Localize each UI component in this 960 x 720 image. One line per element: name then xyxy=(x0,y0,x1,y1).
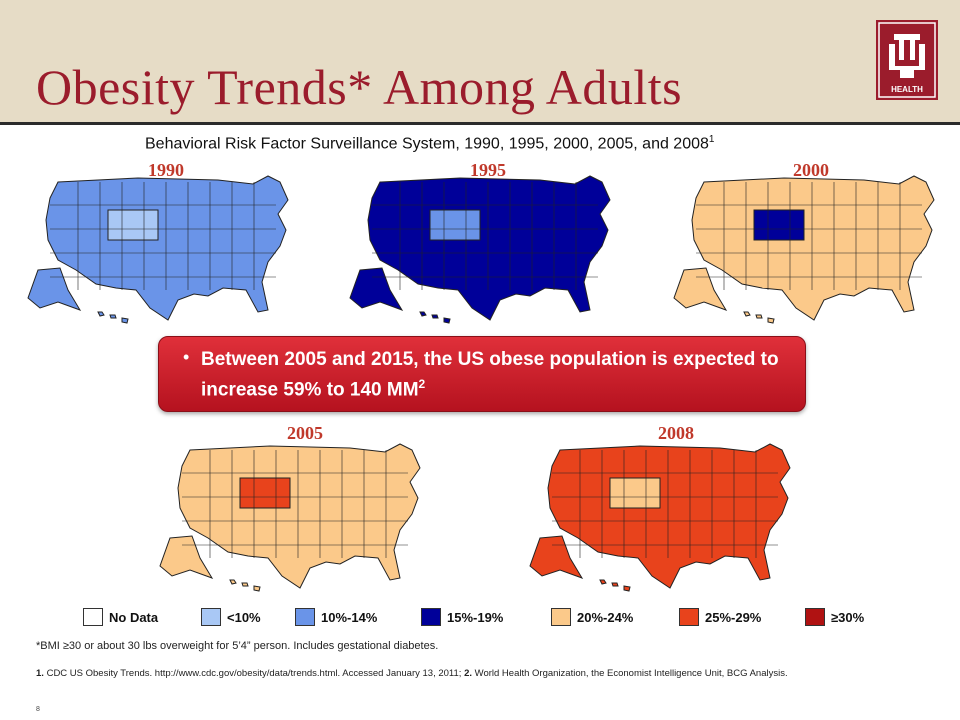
alaska-shape xyxy=(349,267,404,311)
us-map-2000 xyxy=(673,175,935,324)
year-label-1995: 1995 xyxy=(470,160,506,180)
us-map-2005 xyxy=(159,443,421,592)
region-highlight xyxy=(753,209,805,241)
legend-item-10-14: 10%-14% xyxy=(295,606,377,628)
contiguous-us-shape xyxy=(45,175,289,321)
year-label-1990: 1990 xyxy=(148,160,184,180)
callout-text: Between 2005 and 2015, the US obese popu… xyxy=(201,349,779,401)
legend: No Data <10% 10%-14% 15%-19% 20%-24% 25%… xyxy=(83,606,883,628)
us-map-1990 xyxy=(27,175,289,324)
region-highlight xyxy=(609,477,661,509)
legend-item-no-data: No Data xyxy=(83,606,158,628)
region-highlight xyxy=(429,209,481,241)
svg-text:HEALTH: HEALTH xyxy=(891,85,923,94)
year-label-2005: 2005 xyxy=(287,423,323,443)
contiguous-us-shape xyxy=(691,175,935,321)
legend-item-20-24: 20%-24% xyxy=(551,606,633,628)
region-highlight xyxy=(107,209,159,241)
alaska-shape xyxy=(27,267,82,311)
bullet-icon: • xyxy=(183,347,190,367)
hawaii-shape xyxy=(97,311,129,324)
contiguous-us-shape xyxy=(547,443,791,589)
subtitle: Behavioral Risk Factor Surveillance Syst… xyxy=(145,134,715,153)
us-map-2008 xyxy=(529,443,791,592)
year-label-2008: 2008 xyxy=(658,423,694,443)
legend-swatch xyxy=(295,608,315,626)
contiguous-us-shape xyxy=(367,175,611,321)
legend-swatch xyxy=(551,608,571,626)
legend-swatch xyxy=(805,608,825,626)
region-highlight xyxy=(239,477,291,509)
legend-item-15-19: 15%-19% xyxy=(421,606,503,628)
callout-box: • Between 2005 and 2015, the US obese po… xyxy=(158,336,806,412)
us-map-1995 xyxy=(349,175,611,324)
alaska-shape xyxy=(159,535,214,579)
hawaii-shape xyxy=(743,311,775,324)
iu-health-logo: HEALTH xyxy=(876,20,938,100)
legend-swatch xyxy=(679,608,699,626)
year-label-2000: 2000 xyxy=(793,160,829,180)
alaska-shape xyxy=(529,535,584,579)
header-divider xyxy=(0,122,960,125)
footnote: *BMI ≥30 or about 30 lbs overweight for … xyxy=(36,640,439,652)
references: 1. CDC US Obesity Trends. http://www.cdc… xyxy=(36,668,788,679)
legend-swatch xyxy=(201,608,221,626)
page-title: Obesity Trends* Among Adults xyxy=(36,59,683,115)
alaska-shape xyxy=(673,267,728,311)
hawaii-shape xyxy=(599,579,631,592)
legend-item-25-29: 25%-29% xyxy=(679,606,761,628)
hawaii-shape xyxy=(229,579,261,592)
page-number: 8 xyxy=(36,706,40,713)
legend-swatch xyxy=(83,608,103,626)
legend-item-30-plus: ≥30% xyxy=(805,606,864,628)
contiguous-us-shape xyxy=(177,443,421,589)
header-band xyxy=(0,0,960,122)
hawaii-shape xyxy=(419,311,451,324)
legend-swatch xyxy=(421,608,441,626)
legend-item-under-10: <10% xyxy=(201,606,261,628)
